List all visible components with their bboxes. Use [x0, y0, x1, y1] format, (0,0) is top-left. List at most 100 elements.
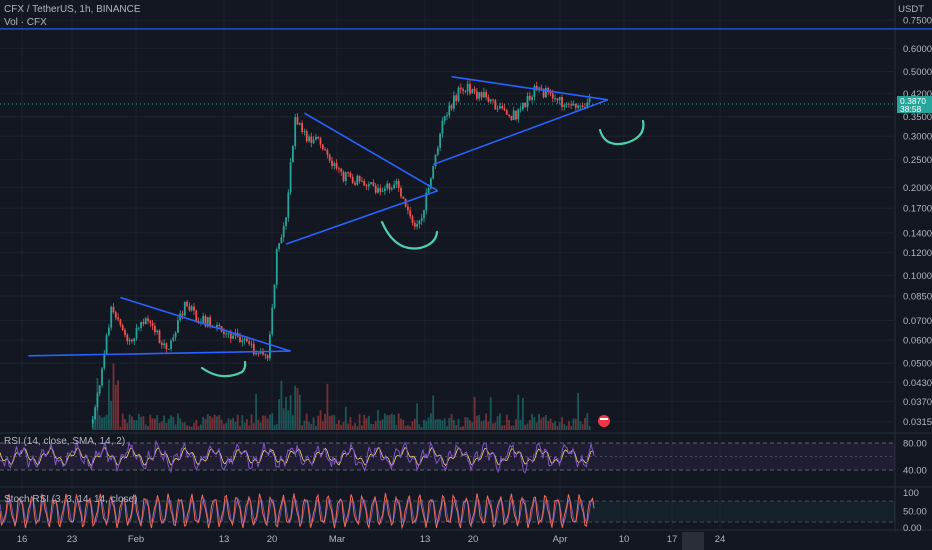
candle-body — [427, 188, 430, 193]
candle-body — [492, 99, 494, 101]
volume-bar — [363, 414, 366, 430]
volume-bar — [374, 421, 377, 430]
candle-body — [216, 325, 218, 328]
candle-body — [312, 139, 315, 143]
symbol-title[interactable]: CFX / TetherUS, 1h, BINANCE — [4, 4, 141, 15]
volume-bar — [319, 410, 322, 430]
candle-body — [579, 105, 582, 107]
candle-body — [319, 138, 322, 145]
candle-body — [400, 188, 402, 197]
volume-bar — [584, 417, 586, 430]
volume-indicator-label[interactable]: Vol · CFX — [4, 17, 47, 28]
candle-body — [108, 327, 110, 336]
candle-body — [163, 343, 165, 346]
volume-bar — [190, 426, 193, 430]
volume-bar — [588, 425, 591, 430]
volume-bar — [335, 424, 338, 430]
rsi-tick-80: 80.00 — [903, 439, 927, 450]
candle-body — [271, 307, 274, 335]
volume-bar — [535, 422, 538, 430]
price-tick-label: 0.4200 — [903, 89, 932, 100]
candle-body — [121, 325, 124, 330]
candle-body — [407, 206, 409, 211]
volume-bar — [586, 413, 589, 430]
volume-bar — [496, 416, 499, 430]
volume-bar — [167, 418, 170, 430]
volume-bar — [356, 426, 359, 430]
candle-body — [105, 335, 108, 354]
volume-bar — [278, 399, 280, 430]
volume-bar — [390, 413, 393, 430]
candle-body — [257, 353, 260, 355]
currency-label: USDT — [898, 4, 924, 15]
volume-bar — [413, 418, 416, 430]
candle-body — [305, 131, 308, 142]
volume-bar — [301, 425, 303, 430]
volume-bar — [177, 413, 179, 430]
date-tick-label: Mar — [329, 534, 345, 545]
candle-body — [563, 104, 566, 107]
candle-body — [386, 183, 389, 189]
candle-body — [349, 172, 352, 177]
volume-bar — [522, 397, 524, 430]
volume-bar — [397, 413, 400, 430]
volume-bar — [149, 414, 152, 430]
annotation-arc-2 — [380, 220, 439, 250]
volume-bar — [372, 423, 375, 430]
volume-bar — [280, 380, 283, 430]
candle-body — [103, 353, 106, 369]
volume-bar — [572, 418, 575, 430]
volume-bar — [112, 363, 115, 430]
volume-bar — [264, 415, 267, 430]
volume-bar — [547, 421, 550, 430]
candle-body — [425, 192, 428, 211]
candle-body — [499, 106, 501, 109]
volume-bar — [450, 413, 453, 430]
candle-body — [524, 103, 527, 108]
candle-body — [547, 88, 550, 93]
volume-bar — [549, 418, 552, 430]
candle-body — [133, 338, 136, 342]
candle-body — [294, 117, 297, 146]
candle-body — [586, 102, 589, 108]
volume-bar — [551, 422, 554, 430]
price-tick-label: 0.7500 — [903, 16, 932, 27]
volume-bar — [213, 414, 216, 430]
volume-bar — [179, 418, 182, 430]
candle-body — [480, 92, 483, 98]
volume-bar — [400, 418, 402, 430]
volume-bar — [407, 424, 409, 430]
candle-body — [379, 187, 382, 192]
volume-bar — [160, 421, 163, 430]
candle-body — [177, 320, 179, 333]
candle-body — [209, 317, 211, 327]
candle-body — [439, 133, 441, 148]
candle-body — [298, 123, 301, 125]
volume-bar — [131, 416, 133, 430]
candle-body — [252, 343, 255, 355]
volume-bar — [457, 418, 460, 430]
volume-bar — [140, 416, 142, 430]
candle-body — [535, 85, 538, 89]
date-tick-label: Apr — [553, 534, 568, 545]
candle-body — [522, 103, 524, 110]
volume-bar — [370, 423, 372, 430]
last-price-value: 0.3870 — [900, 96, 926, 106]
volume-bar — [446, 426, 448, 430]
rsi-line — [0, 439, 595, 474]
volume-bar — [119, 426, 122, 430]
price-tick-label: 0.1000 — [903, 271, 932, 282]
stoch-rsi-indicator-label[interactable]: Stoch RSI (3, 3, 14, 14, close) — [4, 494, 138, 505]
volume-bar — [487, 421, 490, 430]
candle-body — [227, 333, 230, 335]
candle-body — [471, 88, 474, 94]
rsi-indicator-label[interactable]: RSI (14, close, SMA, 14, 2) — [4, 436, 126, 447]
candle-body — [466, 83, 469, 92]
candle-body — [301, 123, 303, 132]
candle-body — [482, 92, 485, 98]
candle-body — [248, 341, 251, 344]
volume-bar — [246, 418, 248, 430]
candle-body — [225, 333, 228, 335]
